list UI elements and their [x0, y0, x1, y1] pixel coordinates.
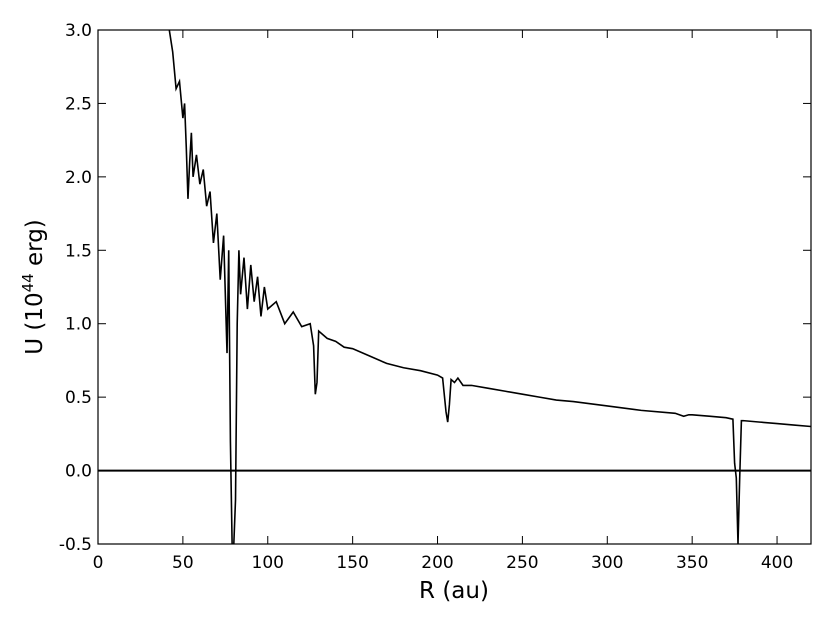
x-tick-label: 300	[591, 553, 623, 573]
y-tick-label: 0.5	[65, 388, 92, 408]
x-tick-label: 100	[252, 553, 284, 573]
x-tick-label: 0	[93, 553, 104, 573]
y-label-unit: erg)	[22, 219, 48, 273]
x-tick-label: 50	[172, 553, 194, 573]
y-tick-label: 0.0	[65, 462, 92, 482]
x-tick-label: 150	[336, 553, 368, 573]
y-tick-label: -0.5	[59, 535, 92, 555]
x-tick-label: 200	[421, 553, 453, 573]
y-label-exponent: 44	[19, 273, 37, 292]
y-axis-label: U (1044 erg)	[19, 219, 48, 355]
y-tick-label: 1.5	[65, 241, 92, 261]
x-axis-label: R (au)	[419, 578, 489, 604]
plot-frame	[97, 29, 812, 545]
y-tick-label: 2.5	[65, 94, 92, 114]
y-label-base: U (10	[22, 292, 48, 354]
y-tick-label: 2.0	[65, 168, 92, 188]
y-tick-label: 1.0	[65, 315, 92, 335]
x-tick-label: 350	[676, 553, 708, 573]
x-tick-label: 400	[761, 553, 793, 573]
y-tick-label: 3.0	[65, 21, 92, 41]
x-tick-label: 250	[506, 553, 538, 573]
data-line	[168, 30, 811, 544]
